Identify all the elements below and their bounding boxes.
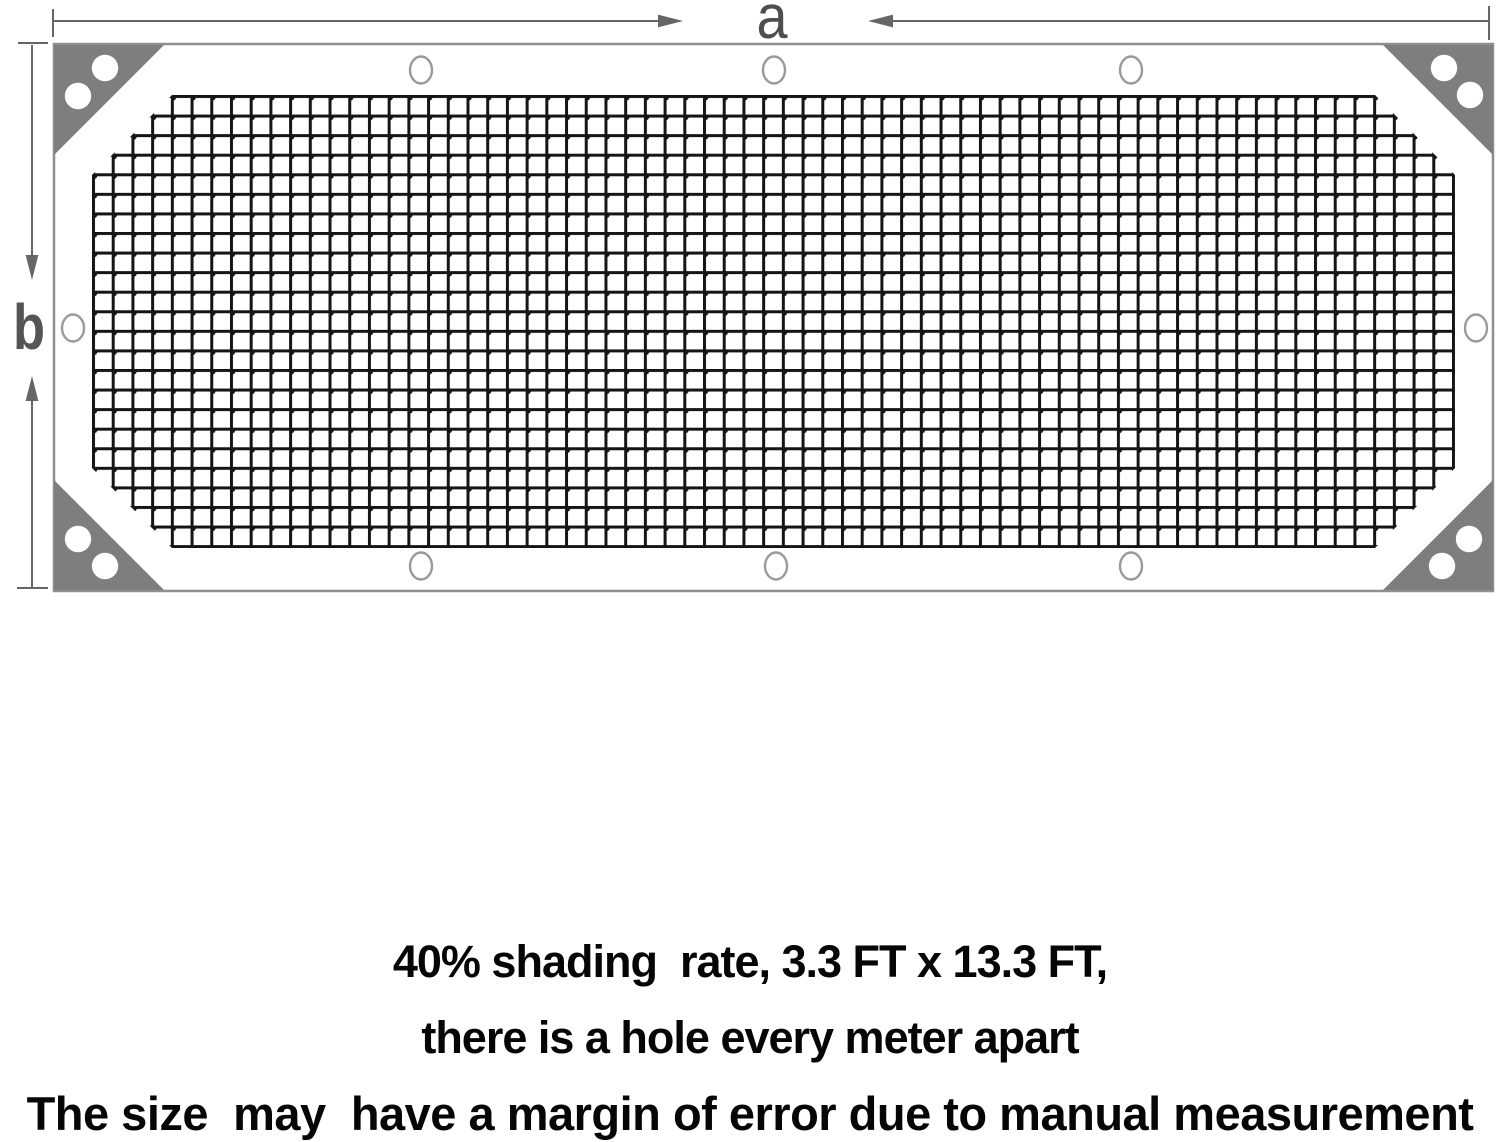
- shade-net-diagram: a b: [13, 0, 1495, 593]
- height-dimension-label: b: [13, 292, 45, 363]
- corner-patch-hole: [91, 552, 119, 580]
- grommet-bottom-2: [763, 551, 789, 581]
- grommet-bottom-3: [1118, 551, 1144, 581]
- width-dimension-arrowheads: [658, 14, 893, 28]
- mesh-net-area: [92, 95, 1455, 548]
- width-dimension: [52, 6, 1490, 40]
- corner-patch-top-left: [54, 45, 164, 155]
- grommets: [60, 55, 1489, 581]
- corner-patch-top-right: [1383, 45, 1493, 155]
- grommet-left: [60, 313, 86, 343]
- width-dimension-label: a: [756, 0, 787, 52]
- grommet-top-1: [408, 55, 434, 85]
- corner-patch-bottom-left: [54, 480, 164, 590]
- corner-patch-hole: [91, 54, 119, 82]
- caption-shading-rate-size: 40% shading rate, 3.3 FT x 13.3 FT,: [392, 936, 1108, 987]
- caption-hole-spacing: there is a hole every meter apart: [421, 1012, 1079, 1063]
- corner-patch-bottom-right: [1383, 480, 1493, 590]
- corner-patches: [54, 45, 1493, 590]
- corner-patch-hole: [64, 82, 92, 110]
- arrow-right-icon: [658, 14, 683, 28]
- arrow-down-icon: [25, 255, 39, 280]
- caption-measurement-disclaimer: The size may have a margin of error due …: [26, 1087, 1474, 1140]
- arrow-left-icon: [868, 14, 893, 28]
- grommet-top-3: [1118, 55, 1144, 85]
- corner-patch-hole: [64, 525, 92, 553]
- tarp-outline: [52, 42, 1495, 593]
- corner-patch-hole: [1455, 525, 1483, 553]
- corner-patch-hole: [1456, 81, 1484, 109]
- grommet-bottom-1: [408, 551, 434, 581]
- height-dimension: [17, 42, 48, 589]
- grommet-top-2: [761, 55, 787, 85]
- grommet-right: [1463, 313, 1489, 343]
- corner-patch-hole: [1428, 552, 1456, 580]
- height-dimension-arrowheads: [25, 255, 39, 401]
- arrow-up-icon: [25, 376, 39, 401]
- corner-patch-hole: [1430, 54, 1458, 82]
